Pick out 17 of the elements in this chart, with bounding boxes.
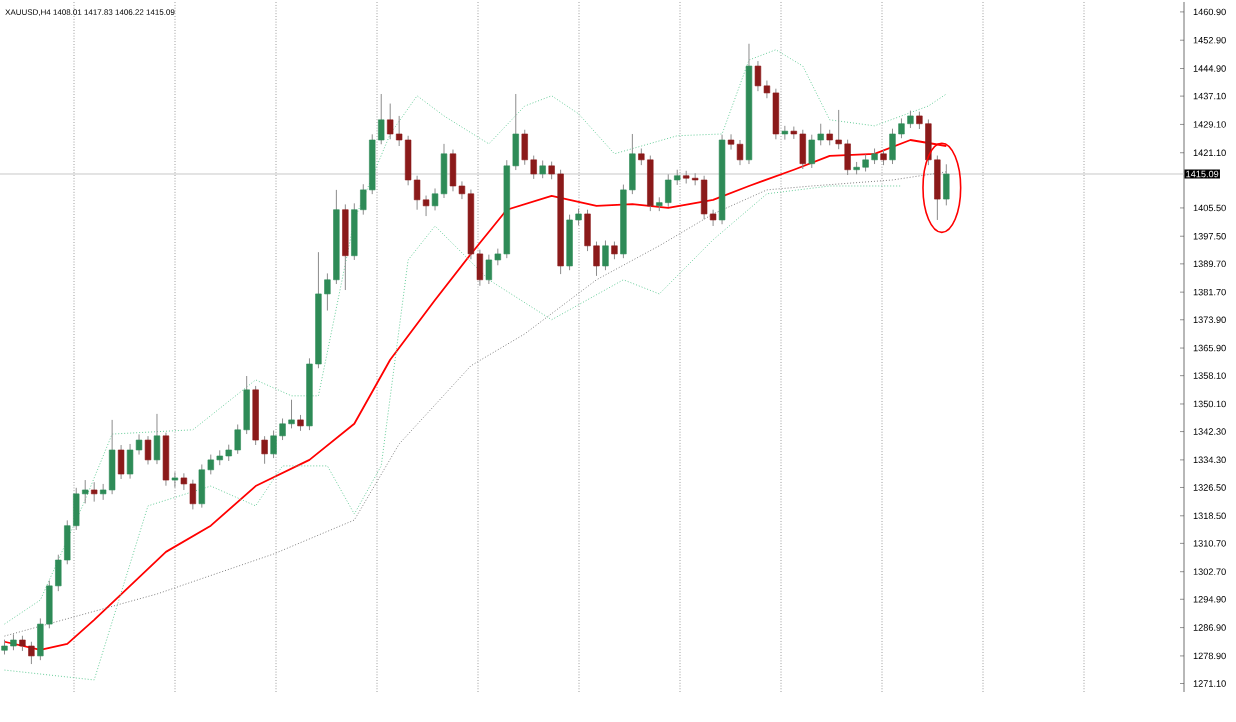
candlestick: [144, 435, 152, 465]
candlestick: [485, 254, 493, 285]
line-series: [3, 185, 902, 681]
candlestick: [162, 432, 170, 487]
candlestick: [108, 419, 116, 495]
candlestick: [602, 239, 609, 271]
candlestick: [117, 444, 125, 480]
candlestick: [449, 149, 457, 192]
candlestick: [736, 139, 744, 166]
candlestick: [754, 60, 762, 92]
candlestick: [171, 471, 179, 488]
candlestick: [781, 125, 789, 141]
line-series: [3, 49, 947, 625]
candlestick: [342, 203, 349, 291]
candlestick: [91, 481, 98, 503]
candlestick: [440, 143, 448, 199]
candlestick: [153, 413, 161, 465]
